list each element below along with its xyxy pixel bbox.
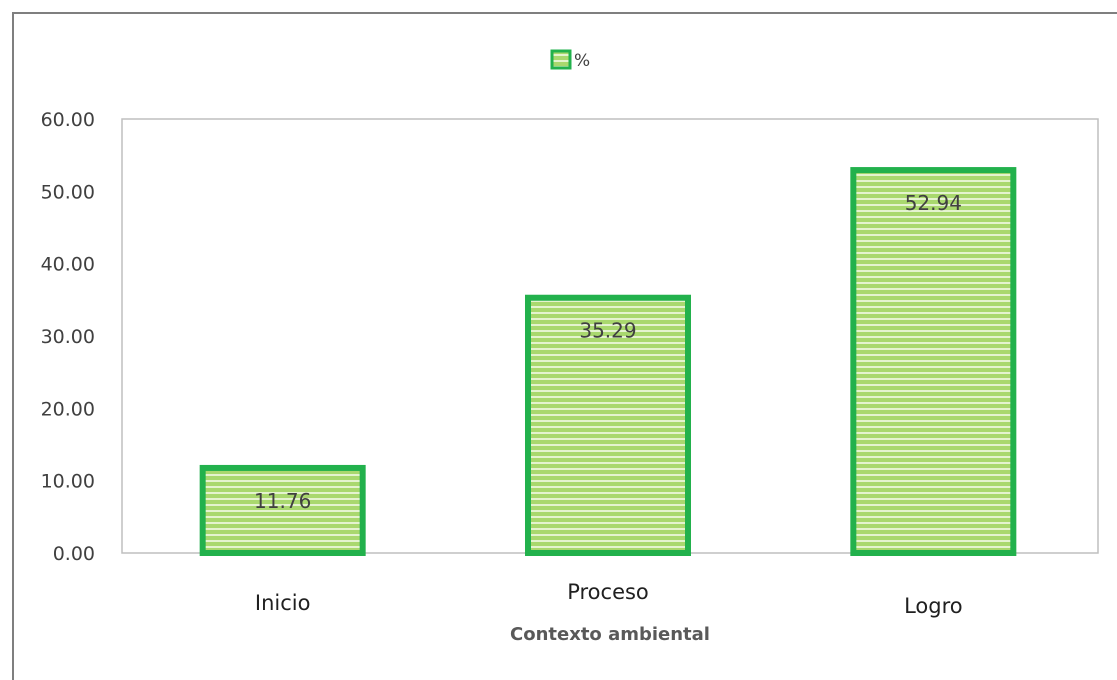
x-axis: Inicio Proceso Logro — [255, 580, 963, 618]
y-axis: 0.00 10.00 20.00 30.00 40.00 50.00 60.00 — [41, 109, 95, 565]
y-tick-label: 20.00 — [41, 398, 95, 420]
bar-data-label: 52.94 — [905, 191, 962, 215]
bar — [850, 167, 1017, 557]
y-tick-label: 40.00 — [41, 254, 95, 276]
bars: 11.76 35.29 52.94 — [199, 167, 1017, 557]
legend: % — [550, 49, 590, 71]
x-tick-label: Inicio — [255, 591, 311, 615]
legend-swatch — [550, 49, 572, 70]
x-axis-title: Contexto ambiental — [510, 624, 710, 645]
bar — [199, 464, 366, 557]
y-tick-label: 10.00 — [41, 471, 95, 493]
bar-data-label: 11.76 — [254, 489, 311, 513]
y-tick-label: 0.00 — [53, 543, 95, 565]
legend-label: % — [574, 51, 590, 71]
bar — [525, 294, 691, 556]
bar-data-label: 35.29 — [579, 319, 636, 343]
chart-frame — [12, 12, 1117, 680]
y-tick-label: 50.00 — [41, 181, 95, 203]
y-tick-label: 30.00 — [41, 326, 95, 348]
x-tick-label: Logro — [904, 594, 963, 618]
x-tick-label: Proceso — [567, 580, 649, 604]
y-tick-label: 60.00 — [41, 109, 95, 131]
